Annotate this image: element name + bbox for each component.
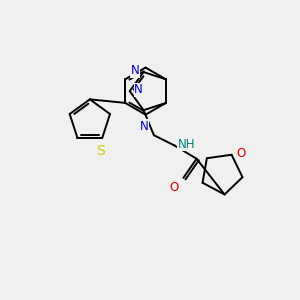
Text: NH: NH <box>178 137 196 151</box>
Text: S: S <box>97 144 105 158</box>
Text: O: O <box>170 181 179 194</box>
Text: O: O <box>237 147 246 160</box>
Text: N: N <box>130 64 139 77</box>
Text: N: N <box>134 83 143 96</box>
Text: N: N <box>140 120 148 133</box>
